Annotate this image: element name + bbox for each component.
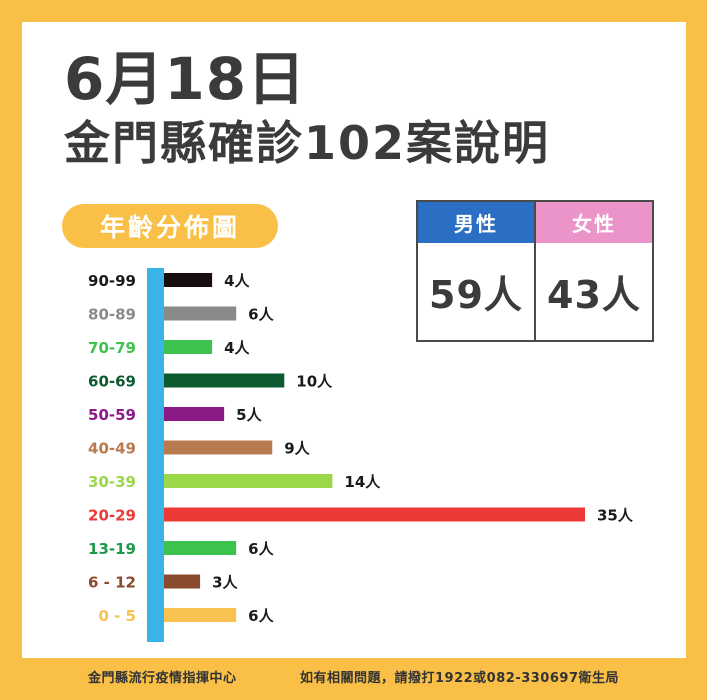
bar: [164, 507, 585, 522]
male-header: 男性: [418, 202, 534, 243]
gender-table: 男性 59人 女性 43人: [416, 200, 654, 342]
bar: [164, 340, 213, 354]
female-count: 43人: [547, 273, 641, 317]
category-label: 30-39: [88, 473, 136, 491]
date-title: 6月18日: [64, 45, 307, 113]
category-label: 70-79: [88, 339, 136, 357]
category-label: 6 - 12: [88, 574, 136, 592]
category-label: 90-99: [88, 272, 136, 290]
footer-left: 金門縣流行疫情指揮中心: [88, 671, 237, 686]
category-label: 0 - 5: [98, 607, 136, 625]
value-label: 6人: [248, 607, 274, 625]
bar: [164, 474, 333, 488]
category-label: 13-19: [88, 540, 136, 558]
male-column: 男性 59人: [418, 202, 534, 340]
value-label: 6人: [248, 540, 274, 558]
value-label: 9人: [284, 440, 310, 458]
bar: [164, 440, 273, 455]
bar: [164, 273, 213, 287]
bar: [164, 608, 237, 622]
female-header: 女性: [536, 202, 652, 243]
category-label: 60-69: [88, 373, 136, 391]
value-label: 6人: [248, 306, 274, 324]
value-label: 3人: [212, 574, 238, 592]
category-label: 20-29: [88, 507, 136, 525]
category-label: 40-49: [88, 440, 136, 458]
female-column: 女性 43人: [534, 202, 652, 340]
male-count: 59人: [429, 273, 523, 317]
value-label: 10人: [296, 373, 333, 391]
category-label: 50-59: [88, 406, 136, 424]
value-label: 4人: [224, 339, 250, 357]
category-label: 80-89: [88, 306, 136, 324]
bar: [164, 541, 237, 555]
value-label: 5人: [236, 406, 262, 424]
bar: [164, 407, 225, 421]
bar: [164, 373, 285, 388]
value-label: 4人: [224, 272, 250, 290]
value-label: 35人: [597, 507, 634, 525]
y-axis-bar: [147, 268, 164, 642]
headline-title: 金門縣確診102案說明: [64, 116, 551, 170]
value-label: 14人: [344, 473, 381, 491]
footer-right: 如有相關問題，請撥打1922或082-330697衛生局: [300, 671, 619, 686]
bar: [164, 306, 237, 321]
section-label: 年齡分佈圖: [62, 204, 278, 248]
bar: [164, 574, 201, 589]
